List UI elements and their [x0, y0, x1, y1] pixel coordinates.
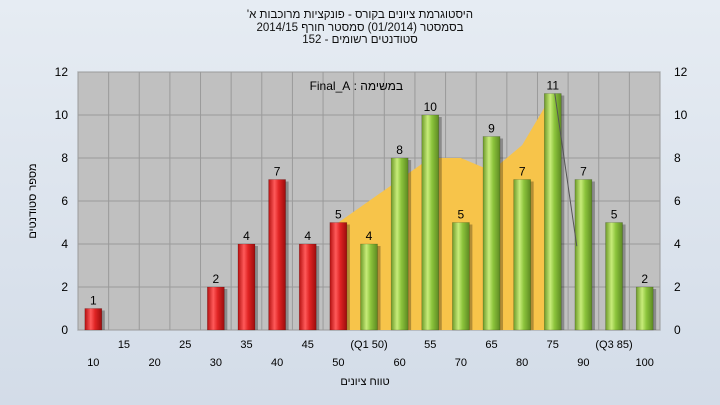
q3-marker-line: [554, 93, 578, 247]
x-tick-label: 40: [271, 357, 283, 369]
data-label-55: 4: [366, 229, 373, 243]
y-tick-label-left: 12: [55, 65, 69, 79]
x-tick-label: 25: [179, 339, 191, 351]
x-tick-label: 90: [577, 357, 589, 369]
x-tick-label: 30: [210, 357, 222, 369]
x-tick-label: 75: [547, 339, 559, 351]
data-label-60: 8: [396, 143, 403, 157]
bar-35: [237, 243, 256, 331]
chart-title-line-3: סטודנטים רשומים - 152: [302, 34, 418, 46]
bar-95: [605, 222, 623, 331]
x-tick-label: 60: [394, 357, 406, 369]
y-axis-title: מספר סטודנטים: [27, 163, 39, 238]
y-tick-label-right: 12: [674, 65, 688, 79]
bar-40: [268, 179, 286, 331]
bar-85: [543, 93, 562, 331]
x-tick-label: 50: [332, 357, 344, 369]
bar-45: [298, 243, 317, 331]
data-label-90: 7: [580, 165, 587, 179]
data-label-85: 11: [547, 79, 560, 93]
y-tick-label-right: 0: [674, 323, 681, 337]
x-tick-label: 45: [302, 339, 314, 351]
y-tick-label-right: 8: [674, 151, 681, 165]
y-tick-label-right: 4: [674, 237, 681, 251]
y-tick-label-left: 4: [61, 237, 68, 251]
data-label-30: 2: [212, 272, 219, 286]
data-label-95: 5: [611, 208, 618, 222]
data-label-70: 5: [458, 208, 465, 222]
chart-title-line-2: בסמסטר (01/2014) סמסטר חורף 2014/15: [256, 21, 464, 34]
y-tick-label-right: 2: [674, 280, 681, 294]
data-label-80: 7: [519, 165, 526, 179]
x-tick-label: 100: [636, 357, 654, 369]
y-tick-label-right: 10: [674, 108, 688, 122]
x-tick-label: (Q3 85): [595, 339, 632, 351]
bar-70: [452, 222, 470, 331]
bar-90: [574, 179, 593, 331]
data-label-100: 2: [641, 272, 648, 286]
y-tick-label-left: 2: [61, 280, 68, 294]
data-label-45: 4: [304, 229, 311, 243]
bar-65: [421, 114, 440, 331]
data-label-40: 7: [274, 165, 281, 179]
y-tick-label-left: 0: [61, 323, 68, 337]
bar-80: [513, 179, 531, 331]
bar-10: [84, 308, 103, 331]
bar-60: [390, 157, 409, 331]
y-tick-label-left: 10: [55, 108, 69, 122]
data-label-35: 4: [243, 229, 250, 243]
x-tick-label: 70: [455, 357, 467, 369]
x-tick-label: 80: [516, 357, 528, 369]
x-tick-label: 20: [148, 357, 160, 369]
bar-100: [635, 286, 654, 331]
data-label-50: 5: [335, 208, 342, 222]
data-label-65: 10: [424, 100, 438, 114]
x-tick-label: 55: [424, 339, 436, 351]
bar-55: [360, 243, 378, 331]
y-tick-label-left: 8: [61, 151, 68, 165]
data-label-75: 9: [488, 122, 495, 136]
x-tick-label: 15: [118, 339, 130, 351]
chart-title: היסטוגרמת ציונים בקורס - פונקציות מרוכבו…: [0, 9, 720, 47]
chart-annotation: במשימה : Final_A: [310, 79, 403, 93]
y-tick-label-right: 6: [674, 194, 681, 208]
bar-75: [482, 136, 501, 331]
bar-50: [329, 222, 348, 331]
x-tick-label: 10: [87, 357, 99, 369]
x-axis-title: טווח ציונים: [340, 376, 389, 388]
x-tick-label: (Q1 50): [350, 339, 387, 351]
x-tick-label: 65: [485, 339, 497, 351]
chart-title-line-1: היסטוגרמת ציונים בקורס - פונקציות מרוכבו…: [246, 9, 474, 21]
x-tick-label: 35: [240, 339, 252, 351]
y-tick-label-left: 6: [61, 194, 68, 208]
bar-30: [207, 286, 225, 331]
data-label-10: 1: [90, 294, 97, 308]
